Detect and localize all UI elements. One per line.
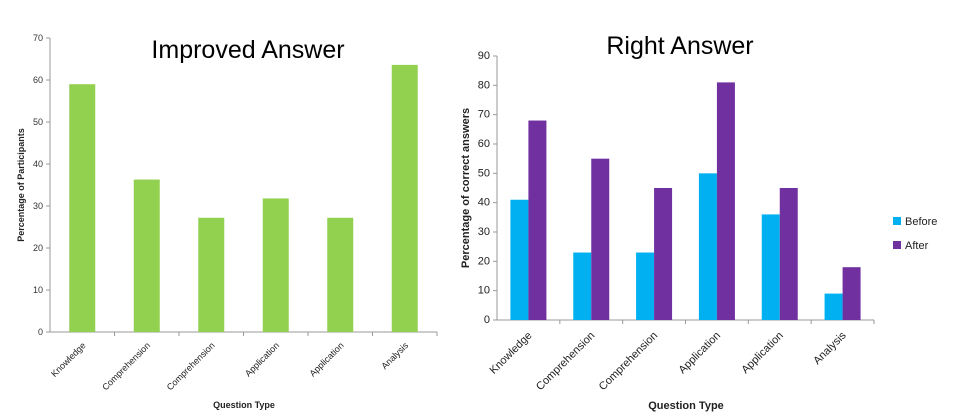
bars xyxy=(510,82,861,321)
bar-before-0 xyxy=(510,199,529,320)
y-axis-ticks: 0 10 20 30 40 50 60 70 80 90 xyxy=(478,50,497,326)
bar-after-0 xyxy=(528,120,547,321)
y-tick-label: 60 xyxy=(478,138,490,150)
legend-label-before: Before xyxy=(905,216,937,228)
bar-before-1 xyxy=(573,252,592,320)
x-axis-title: Question Type xyxy=(213,400,275,410)
y-axis-title: Percentage of correct answers xyxy=(460,108,472,268)
x-tick-label: Application xyxy=(243,340,281,378)
x-tick-label: Analysis xyxy=(811,329,849,367)
chart-title: Right Answer xyxy=(606,32,753,60)
x-tick-label: Comprehension xyxy=(597,330,660,393)
y-tick-label: 50 xyxy=(33,117,43,127)
y-tick-label: 40 xyxy=(478,197,490,209)
x-tick-label: Comprehension xyxy=(100,340,152,392)
bar-after-1 xyxy=(591,158,610,320)
bar-value-5 xyxy=(391,64,418,332)
x-tick-label: Comprehension xyxy=(534,330,597,393)
bar-value-4 xyxy=(327,217,354,332)
y-tick-label: 50 xyxy=(478,167,490,179)
x-tick-label: Application xyxy=(676,330,723,377)
bar-before-2 xyxy=(636,252,655,320)
y-tick-label: 70 xyxy=(478,109,490,121)
y-tick-label: 80 xyxy=(478,79,490,91)
bar-value-1 xyxy=(133,179,160,332)
bar-after-3 xyxy=(716,82,735,321)
bar-after-2 xyxy=(654,188,673,320)
y-tick-label: 70 xyxy=(33,33,43,43)
y-tick-label: 90 xyxy=(478,50,490,62)
bar-before-4 xyxy=(761,214,780,320)
y-tick-label: 0 xyxy=(484,314,490,326)
x-tick-label: Comprehension xyxy=(165,340,217,392)
category-labels: Knowledge Comprehension Comprehension Appli… xyxy=(488,320,875,393)
bar-before-3 xyxy=(698,173,717,320)
bar-value-2 xyxy=(198,217,225,332)
x-tick-label: Knowledge xyxy=(49,340,88,379)
bar-value-0 xyxy=(69,84,96,332)
y-tick-label: 10 xyxy=(33,285,43,295)
y-axis-title: Percentage of Participants xyxy=(16,128,26,242)
y-tick-label: 30 xyxy=(33,201,43,211)
bars xyxy=(69,64,418,332)
y-tick-label: 40 xyxy=(33,159,43,169)
bar-after-5 xyxy=(842,267,861,320)
legend-swatch-after xyxy=(893,241,901,249)
x-tick-label: Application xyxy=(739,330,786,377)
category-labels: Knowledge Comprehension Comprehension Appli… xyxy=(49,332,438,392)
improved-answer-chart: Improved Answer 0 10 20 30 40 50 60 70 Knowledg… xyxy=(16,33,438,410)
chart-title: Improved Answer xyxy=(151,36,344,64)
y-tick-label: 20 xyxy=(33,243,43,253)
y-tick-label: 10 xyxy=(478,285,490,297)
x-tick-label: Application xyxy=(307,340,345,378)
x-tick-label: Knowledge xyxy=(488,330,535,377)
x-tick-label: Analysis xyxy=(379,340,410,371)
y-tick-label: 60 xyxy=(33,75,43,85)
y-tick-label: 0 xyxy=(38,327,43,337)
y-axis-ticks: 0 10 20 30 40 50 60 70 xyxy=(33,33,50,337)
y-tick-label: 20 xyxy=(478,255,490,267)
bar-value-3 xyxy=(262,198,289,332)
legend-label-after: After xyxy=(905,240,929,252)
y-tick-label: 30 xyxy=(478,226,490,238)
bar-after-4 xyxy=(779,188,798,320)
right-answer-chart: Right Answer 0 10 20 30 40 50 60 70 80 90 Knowled… xyxy=(460,32,937,412)
bar-before-5 xyxy=(824,293,843,320)
legend-swatch-before xyxy=(893,217,901,225)
legend: Before After xyxy=(893,216,937,252)
x-axis-title: Question Type xyxy=(648,400,724,412)
